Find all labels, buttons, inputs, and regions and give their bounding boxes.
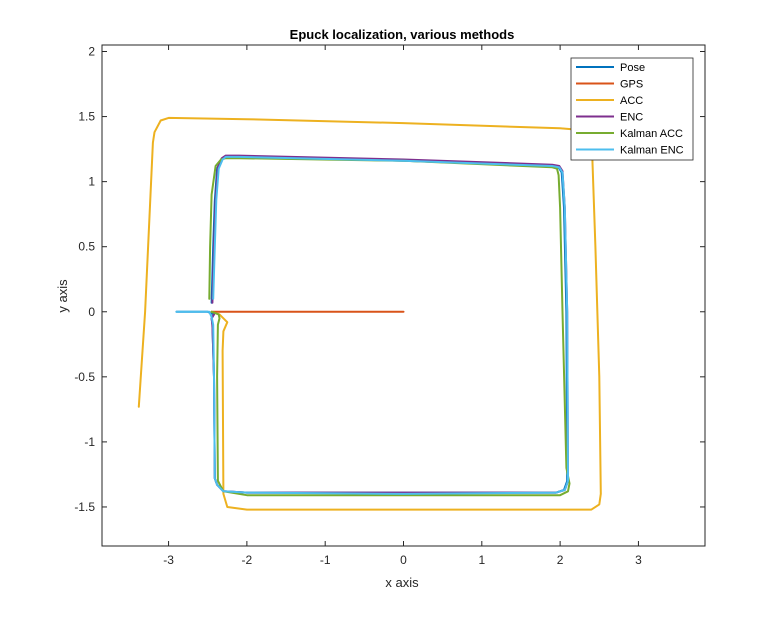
legend-label-kalman-acc: Kalman ACC xyxy=(620,128,683,140)
x-tick-label: -2 xyxy=(242,553,253,567)
chart-title: Epuck localization, various methods xyxy=(290,27,515,42)
x-tick-label: 0 xyxy=(400,553,407,567)
y-tick-label: 1 xyxy=(88,175,95,189)
y-tick-label: 2 xyxy=(88,45,95,59)
legend-box xyxy=(570,57,694,161)
y-tick-label: 0 xyxy=(88,305,95,319)
legend-items: Pose GPS ACC ENC Kalman ACC Kalman ENC xyxy=(576,62,684,157)
x-axis-label: x axis xyxy=(385,575,419,590)
y-axis-ticks: -1.5 -1 -0.5 0 0.5 1 1.5 2 xyxy=(74,45,705,514)
x-tick-label: 3 xyxy=(635,553,642,567)
series-line-acc xyxy=(137,116,602,511)
x-tick-label: -1 xyxy=(320,553,331,567)
y-axis-label: y axis xyxy=(55,279,70,313)
y-tick-label: -1 xyxy=(84,435,95,449)
legend-label-acc: ACC xyxy=(620,95,643,107)
series-layer xyxy=(137,116,602,511)
x-tick-label: 1 xyxy=(478,553,485,567)
x-axis-ticks: -3 -2 -1 0 1 2 3 xyxy=(163,45,642,567)
legend-label-enc: ENC xyxy=(620,112,643,124)
x-tick-label: 2 xyxy=(557,553,564,567)
y-tick-label: -0.5 xyxy=(74,370,95,384)
y-tick-label: 0.5 xyxy=(78,240,95,254)
series-line-kalman-enc xyxy=(175,155,569,495)
y-tick-label: 1.5 xyxy=(78,110,95,124)
x-tick-label: -3 xyxy=(163,553,174,567)
legend-label-pose: Pose xyxy=(620,62,645,74)
legend-label-kalman-enc: Kalman ENC xyxy=(620,145,684,157)
legend: Pose GPS ACC ENC Kalman ACC Kalman ENC xyxy=(570,57,694,161)
legend-label-gps: GPS xyxy=(620,79,643,91)
y-tick-label: -1.5 xyxy=(74,500,95,514)
